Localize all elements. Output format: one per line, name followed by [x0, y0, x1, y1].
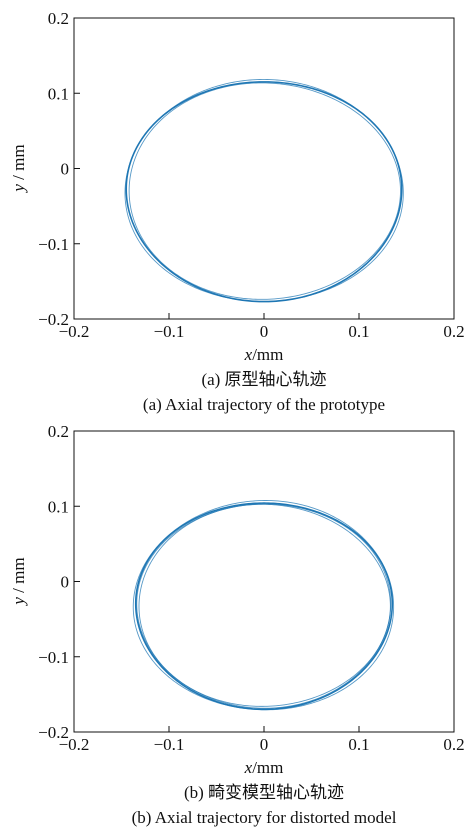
panel-a-y-ticks: −0.2 −0.1 0 0.1 0.2: [38, 9, 80, 329]
panel-b-y-tick-label: −0.2: [38, 723, 69, 742]
panel-a-x-tick-label: 0.1: [348, 322, 369, 341]
panel-b-orbit-line: [132, 500, 395, 711]
panel-b-y-tick-label: 0.1: [48, 497, 69, 516]
panel-b-trajectory: [132, 500, 395, 711]
panel-a-orbit-line: [125, 81, 403, 303]
panel-b-caption-en: (b) Axial trajectory for distorted model: [132, 808, 397, 827]
panel-a-y-tick-label: −0.2: [38, 310, 69, 329]
panel-a-caption-en: (a) Axial trajectory of the prototype: [143, 395, 385, 414]
panel-b: −0.2 −0.1 0 0.1 0.2 −0.2 −0.1 0 0.1 0.2 x/mm y /…: [9, 422, 465, 827]
panel-b-x-tick-label: 0.2: [443, 735, 464, 754]
panel-a-y-tick-label: 0.1: [48, 84, 69, 103]
panel-a-x-tick-label: 0: [260, 322, 269, 341]
panel-b-orbit-line: [136, 503, 392, 709]
panel-a-x-tick-label: −0.1: [154, 322, 185, 341]
panel-a-trajectory: [124, 79, 404, 303]
panel-a: −0.2 −0.1 0 0.1 0.2 −0.2 −0.1 0 0.1 0.2 x/mm y /…: [9, 9, 465, 414]
panel-b-orbit-line: [138, 503, 391, 707]
panel-b-y-tick-label: 0: [61, 573, 70, 592]
panel-b-x-tick-label: −0.1: [154, 735, 185, 754]
panel-b-x-tick-label: 0: [260, 735, 269, 754]
panel-b-plot-frame: [73, 430, 455, 733]
panel-a-orbit-line: [124, 79, 404, 302]
panel-b-x-ticks: −0.2 −0.1 0 0.1 0.2: [59, 726, 465, 754]
panel-a-x-ticks: −0.2 −0.1 0 0.1 0.2: [59, 313, 465, 341]
panel-b-x-axis-label: x/mm: [244, 758, 284, 777]
panel-b-caption-cn: (b) 畸变模型轴心轨迹: [184, 783, 344, 802]
panel-b-x-tick-label: −0.2: [59, 735, 90, 754]
panel-b-y-ticks: −0.2 −0.1 0 0.1 0.2: [38, 422, 80, 742]
panel-a-y-tick-label: 0.2: [48, 9, 69, 28]
panel-a-y-axis-label: y / mm: [9, 144, 28, 193]
panel-a-y-tick-label: 0: [61, 160, 70, 179]
panel-a-x-tick-label: 0.2: [443, 322, 464, 341]
panel-b-x-tick-label: 0.1: [348, 735, 369, 754]
panel-a-x-axis-label: x/mm: [244, 345, 284, 364]
panel-b-orbit-line: [134, 502, 394, 711]
panel-a-caption-cn: (a) 原型轴心轨迹: [201, 370, 326, 389]
panel-a-orbit-line: [128, 82, 401, 300]
panel-b-y-tick-label: −0.1: [38, 648, 69, 667]
panel-a-x-tick-label: −0.2: [59, 322, 90, 341]
panel-b-y-tick-label: 0.2: [48, 422, 69, 441]
panel-a-y-tick-label: −0.1: [38, 235, 69, 254]
panel-b-y-axis-label: y / mm: [9, 557, 28, 606]
